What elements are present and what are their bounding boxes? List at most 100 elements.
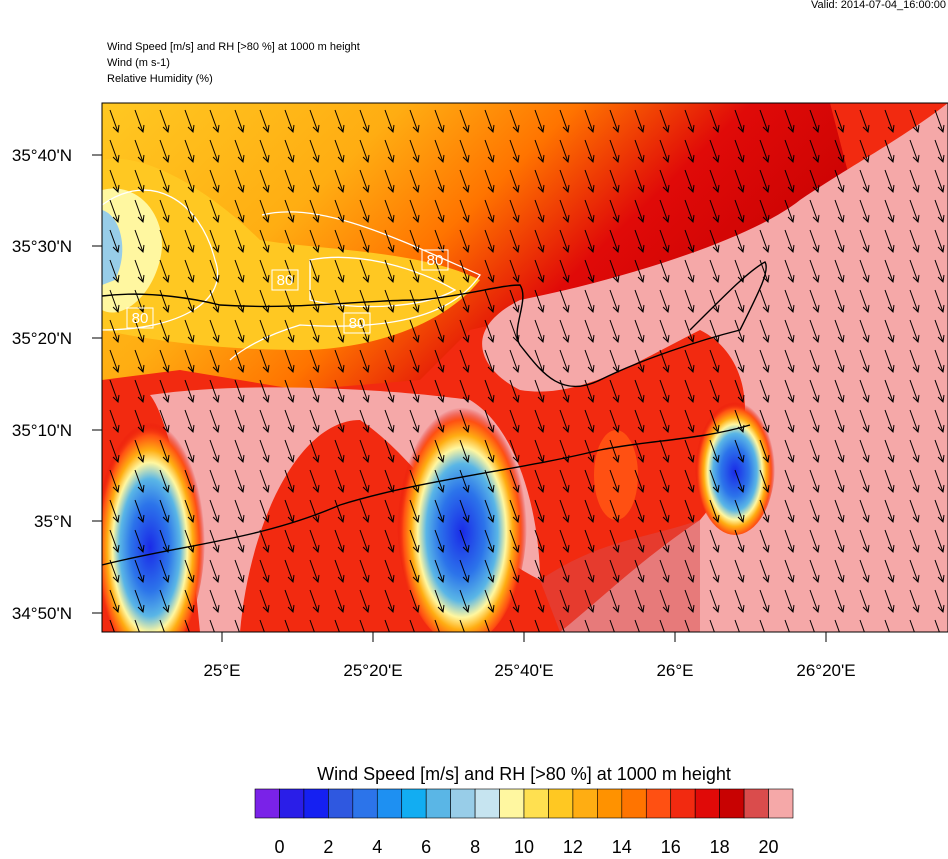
wind-arrow — [409, 469, 420, 494]
wind-arrow — [209, 469, 220, 494]
wind-arrow — [634, 529, 645, 554]
plot-frame — [101, 102, 948, 633]
wind-arrow — [309, 169, 320, 194]
wind-arrow — [409, 589, 420, 614]
wind-arrow — [684, 619, 690, 632]
wind-arrow — [109, 499, 120, 524]
wind-arrow — [359, 439, 370, 464]
wind-arrow — [884, 379, 895, 404]
wind-arrow — [284, 259, 295, 284]
wind-arrow — [259, 529, 270, 554]
wind-arrow — [209, 409, 220, 434]
wind-arrow — [209, 589, 220, 614]
wind-arrow — [809, 229, 820, 254]
wind-arrows — [109, 109, 945, 632]
wind-arrow — [284, 499, 295, 524]
wind-arrow — [459, 349, 470, 374]
wind-arrow — [609, 379, 620, 404]
colorbar-swatch — [768, 788, 794, 819]
wind-arrow — [609, 229, 620, 254]
wind-arrow — [334, 259, 345, 284]
wind-arrow — [134, 199, 145, 224]
wind-arrow — [259, 439, 270, 464]
lat-label: 35°30'N — [12, 237, 72, 256]
wind-arrow — [934, 559, 945, 584]
wind-arrow — [109, 619, 115, 632]
colorbar-swatch — [279, 788, 305, 819]
colorbar-label: 14 — [612, 837, 632, 854]
wind-arrow — [809, 439, 820, 464]
wind-arrow — [909, 139, 920, 164]
wind-arrow — [559, 259, 570, 284]
wind-arrow — [284, 439, 295, 464]
wind-arrow — [209, 319, 220, 344]
wind-arrow — [309, 319, 320, 344]
wind-arrow — [484, 139, 495, 164]
wind-arrow — [759, 139, 770, 164]
wind-arrow — [634, 349, 645, 374]
wind-arrow — [634, 229, 645, 254]
colorbar-swatch — [548, 788, 574, 819]
wind-arrow — [734, 619, 740, 632]
wind-arrow — [484, 499, 495, 524]
wind-arrow — [209, 109, 220, 134]
wind-arrow — [784, 529, 795, 554]
wind-arrow — [634, 469, 645, 494]
wind-arrow — [359, 169, 370, 194]
wind-arrow — [759, 379, 770, 404]
wind-arrow — [884, 229, 895, 254]
wind-arrow — [384, 289, 395, 314]
colorbar-swatch — [694, 788, 720, 819]
wind-arrow — [434, 439, 445, 464]
wind-arrow — [359, 469, 370, 494]
wind-arrow — [184, 379, 195, 404]
wind-arrow — [309, 439, 320, 464]
wind-arrow — [934, 379, 945, 404]
wind-arrow — [684, 319, 695, 344]
wind-arrow — [484, 619, 490, 632]
wind-arrow — [309, 619, 315, 632]
wind-arrow — [859, 469, 870, 494]
wind-arrow — [209, 559, 220, 584]
wind-arrow — [434, 229, 445, 254]
wind-arrow — [184, 499, 195, 524]
wind-arrow — [384, 529, 395, 554]
wind-arrow — [759, 259, 770, 284]
wind-arrow — [934, 139, 945, 164]
wind-arrow — [759, 289, 770, 314]
wind-arrow — [909, 229, 920, 254]
wind-arrow — [134, 439, 145, 464]
lat-label: 35°40'N — [12, 146, 72, 165]
wind-arrow — [334, 109, 345, 134]
wind-arrow — [709, 229, 720, 254]
wind-arrow — [184, 349, 195, 374]
wind-arrow — [159, 319, 170, 344]
wind-arrow — [534, 259, 545, 284]
wind-arrow — [584, 589, 595, 614]
wind-arrow — [584, 559, 595, 584]
wind-arrow — [184, 319, 195, 344]
wind-arrow — [259, 619, 265, 632]
wind-arrow — [409, 139, 420, 164]
wind-arrow — [234, 529, 245, 554]
wind-arrow — [434, 589, 445, 614]
wind-arrow — [909, 169, 920, 194]
wind-arrow — [134, 499, 145, 524]
wind-arrow — [934, 169, 945, 194]
wind-arrow — [834, 379, 845, 404]
lat-label: 34°50'N — [12, 604, 72, 623]
wind-arrow — [459, 379, 470, 404]
wind-arrow — [509, 259, 520, 284]
wind-arrow — [584, 379, 595, 404]
wind-arrow — [809, 319, 820, 344]
wind-arrow — [934, 319, 945, 344]
wind-arrow — [884, 139, 895, 164]
wind-arrow — [709, 169, 720, 194]
wind-arrow — [409, 319, 420, 344]
wind-arrow — [734, 499, 745, 524]
wind-arrow — [284, 409, 295, 434]
wind-arrow — [184, 559, 195, 584]
wind-arrow — [884, 169, 895, 194]
wind-arrow — [184, 439, 195, 464]
wind-arrow — [884, 349, 895, 374]
